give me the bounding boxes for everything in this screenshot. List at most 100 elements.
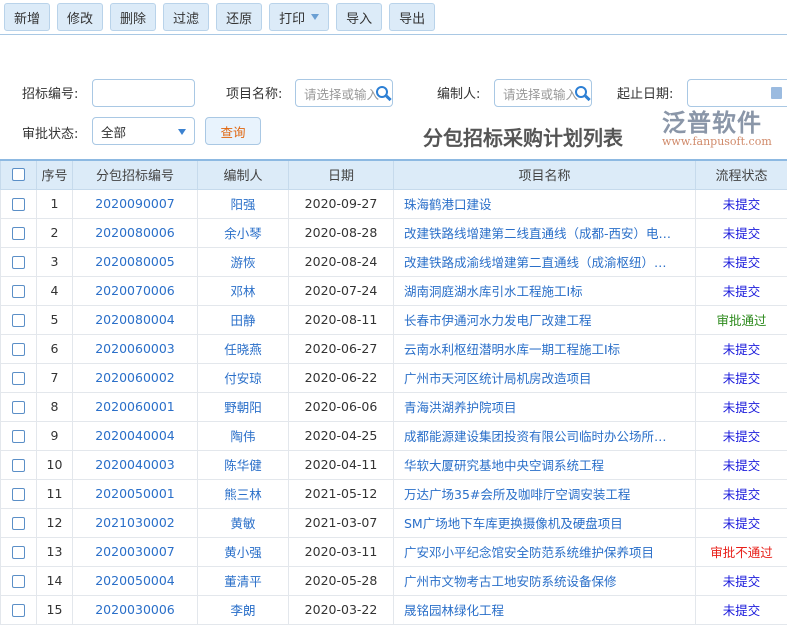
cell-project-name[interactable]: 广州市文物考古工地安防系统设备保修 [393,565,696,596]
cell-project-name[interactable]: 珠海鹤港口建设 [393,188,696,219]
table-row[interactable]: 7 2020060002 付安琼 2020-06-22 广州市天河区统计局机房改造项目未… [0,362,787,393]
cell-project-name[interactable]: 晟铭园林绿化工程 [393,594,696,625]
table-row[interactable]: 9 2020040004 陶伟 2020-04-25 成都能源建设集团投资有限公司临时办… [0,420,787,451]
table-row[interactable]: 4 2020070006 邓林 2020-07-24 湖南洞庭湖水库引水工程施工Ⅰ标 未提… [0,275,787,306]
watermark-logo: 泛普软件 www.fanpusoft.com [662,110,772,148]
cell-bid-no[interactable]: 2020060003 [72,333,198,364]
column-header-bid-no[interactable]: 分包招标编号 [72,159,198,190]
cell-project-name[interactable]: 改建铁路成渝线增建第二直通线（成渝枢纽）… [393,246,696,277]
search-icon[interactable] [575,86,587,98]
row-checkbox[interactable] [12,256,25,269]
bid-no-input[interactable] [92,79,195,107]
column-header-author[interactable]: 编制人 [197,159,289,190]
table-row[interactable]: 5 2020080004 田静 2020-08-11 长春市伊通河水力发电厂改建工程 审批… [0,304,787,335]
cell-project-name[interactable]: 成都能源建设集团投资有限公司临时办公场所… [393,420,696,451]
query-button[interactable]: 查询 [205,117,261,145]
status-select[interactable]: 全部 [92,117,195,145]
row-checkbox[interactable] [12,459,25,472]
table-row[interactable]: 2 2020080006 余小琴 2020-08-28 改建铁路线增建第二线直通线（成都… [0,217,787,248]
cell-bid-no[interactable]: 2020030007 [72,536,198,567]
table-row[interactable]: 3 2020080005 游恢 2020-08-24 改建铁路成渝线增建第二直通线（成渝… [0,246,787,277]
cell-bid-no[interactable]: 2020050001 [72,478,198,509]
import-button[interactable]: 导入 [336,3,383,31]
row-checkbox[interactable] [12,343,25,356]
column-header-project-name[interactable]: 项目名称 [393,159,696,190]
cell-bid-no[interactable]: 2020080004 [72,304,198,335]
edit-button[interactable]: 修改 [57,3,104,31]
row-checkbox[interactable] [12,430,25,443]
filter-button[interactable]: 过滤 [163,3,210,31]
table-row[interactable]: 6 2020060003 任晓燕 2020-06-27 云南水利枢纽潜明水库一期工程施工… [0,333,787,364]
row-checkbox[interactable] [12,198,25,211]
cell-bid-no[interactable]: 2020080005 [72,246,198,277]
cell-project-name[interactable]: SM广场地下车库更换摄像机及硬盘项目 [393,507,696,538]
cell-project-name[interactable]: 万达广场35#会所及咖啡厅空调安装工程 [393,478,696,509]
date-range-input[interactable] [687,79,787,107]
cell-project-name[interactable]: 广安邓小平纪念馆安全防范系统维护保养项目 [393,536,696,567]
cell-project-name[interactable]: 广州市天河区统计局机房改造项目 [393,362,696,393]
cell-bid-no[interactable]: 2020060002 [72,362,198,393]
table-row[interactable]: 13 2020030007 黄小强 2020-03-11 广安邓小平纪念馆安全防范系统维… [0,536,787,567]
cell-bid-no[interactable]: 2020080006 [72,217,198,248]
table-row[interactable]: 12 2021030002 黄敏 2021-03-07 SM广场地下车库更换摄像机及硬盘… [0,507,787,538]
cell-project-name[interactable]: 长春市伊通河水力发电厂改建工程 [393,304,696,335]
cell-author: 黄小强 [197,536,289,567]
cell-author: 任晓燕 [197,333,289,364]
cell-bid-no[interactable]: 2020060001 [72,391,198,422]
cell-bid-no[interactable]: 2020030006 [72,594,198,625]
table-row[interactable]: 11 2020050001 熊三林 2021-05-12 万达广场35#会所及咖啡厅空调… [0,478,787,509]
row-checkbox[interactable] [12,488,25,501]
cell-date: 2020-03-11 [288,536,394,567]
cell-bid-no[interactable]: 2021030002 [72,507,198,538]
cell-status: 未提交 [695,449,787,480]
cell-status: 未提交 [695,565,787,596]
cell-project-name[interactable]: 华软大厦研究基地中央空调系统工程 [393,449,696,480]
cell-project-name[interactable]: 改建铁路线增建第二线直通线（成都-西安）电… [393,217,696,248]
cell-status: 未提交 [695,478,787,509]
row-select-cell [0,391,37,422]
print-button[interactable]: 打印 [269,3,330,31]
row-checkbox[interactable] [12,227,25,240]
row-checkbox[interactable] [12,401,25,414]
column-header-date[interactable]: 日期 [288,159,394,190]
delete-button[interactable]: 删除 [110,3,157,31]
cell-bid-no[interactable]: 2020050004 [72,565,198,596]
cell-status: 未提交 [695,275,787,306]
cell-seq: 12 [36,507,73,538]
export-button[interactable]: 导出 [389,3,436,31]
column-header-status[interactable]: 流程状态 [695,159,787,190]
select-all-cell [0,159,37,190]
row-checkbox[interactable] [12,517,25,530]
cell-project-name[interactable]: 湖南洞庭湖水库引水工程施工Ⅰ标 [393,275,696,306]
project-input[interactable]: 请选择或输入 [295,79,393,107]
row-checkbox[interactable] [12,314,25,327]
button-label: 打印 [279,11,306,27]
search-icon[interactable] [376,86,388,98]
add-button[interactable]: 新增 [4,3,51,31]
row-select-cell [0,304,37,335]
row-checkbox[interactable] [12,604,25,617]
cell-date: 2021-03-07 [288,507,394,538]
table-row[interactable]: 8 2020060001 野朝阳 2020-06-06 青海洪湖养护院项目 未提交 [0,391,787,422]
row-checkbox[interactable] [12,546,25,559]
calendar-icon[interactable] [771,87,782,99]
restore-button[interactable]: 还原 [216,3,263,31]
cell-bid-no[interactable]: 2020070006 [72,275,198,306]
row-checkbox[interactable] [12,575,25,588]
table-row[interactable]: 14 2020050004 董清平 2020-05-28 广州市文物考古工地安防系统设备… [0,565,787,596]
table-row[interactable]: 1 2020090007 阳强 2020-09-27 珠海鹤港口建设 未提交 [0,188,787,219]
select-all-checkbox[interactable] [12,168,25,182]
table-row[interactable]: 15 2020030006 李朗 2020-03-22 晟铭园林绿化工程 未提交 [0,594,787,625]
author-input[interactable]: 请选择或输入 [494,79,592,107]
cell-bid-no[interactable]: 2020040004 [72,420,198,451]
column-header-seq[interactable]: 序号 [36,159,73,190]
cell-bid-no[interactable]: 2020090007 [72,188,198,219]
cell-date: 2020-04-25 [288,420,394,451]
row-checkbox[interactable] [12,285,25,298]
row-checkbox[interactable] [12,372,25,385]
cell-project-name[interactable]: 云南水利枢纽潜明水库一期工程施工Ⅰ标 [393,333,696,364]
cell-project-name[interactable]: 青海洪湖养护院项目 [393,391,696,422]
table-row[interactable]: 10 2020040003 陈华健 2020-04-11 华软大厦研究基地中央空调系统工… [0,449,787,480]
cell-bid-no[interactable]: 2020040003 [72,449,198,480]
button-label: 新增 [14,11,41,27]
